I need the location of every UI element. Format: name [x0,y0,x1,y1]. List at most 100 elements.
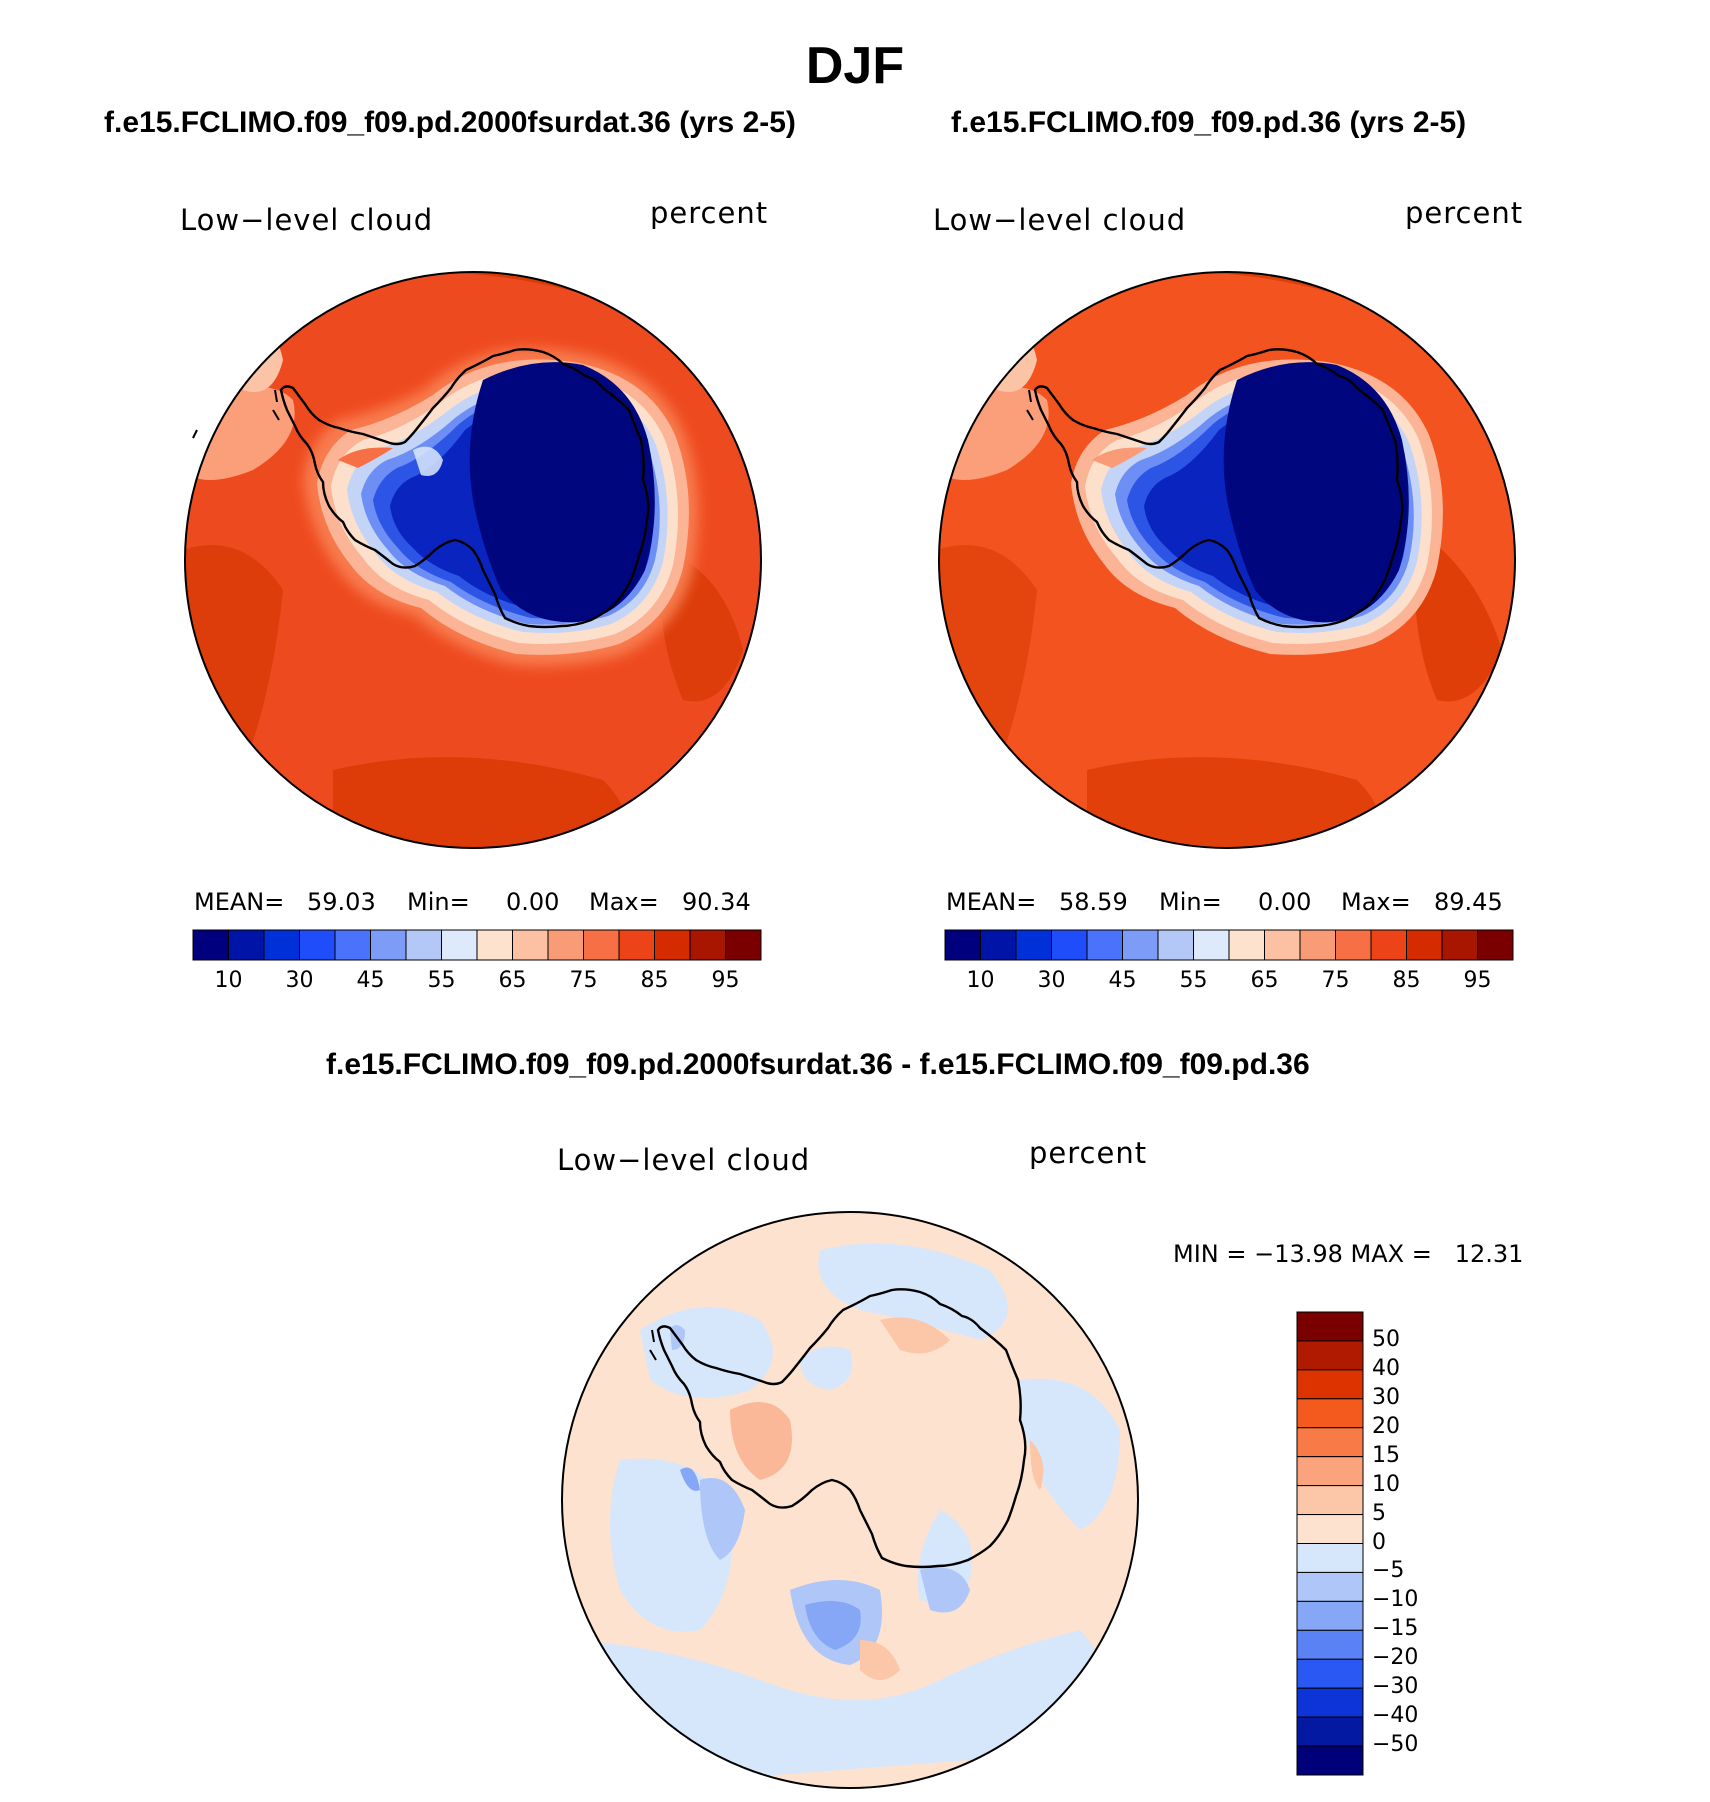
panel-2-colorbar-swatch [980,929,1017,961]
panel-1-colorbar-swatch [618,929,655,961]
panel-1-colorbar-swatch [512,929,549,961]
panel-2-colorbar-tick-label: 65 [1250,968,1279,993]
panel-1-variable-label: Low−level cloud [180,203,434,237]
diff-colorbar-swatch [1296,1716,1364,1747]
panel-1-colorbar-swatch [476,929,513,961]
diff-colorbar-tick-label: 0 [1372,1529,1386,1555]
panel-1-colorbar-swatch [725,929,762,961]
diff-colorbar-tick-label: −10 [1372,1587,1419,1613]
diff-colorbar-swatch [1296,1687,1364,1718]
diff-colorbar-tick-label: −50 [1372,1732,1419,1758]
panel-1-colorbar-tick-label: 85 [640,968,669,993]
panel-1-colorbar-tick-label: 75 [569,968,598,993]
panel-2-colorbar-tick-label: 55 [1179,968,1208,993]
diff-colorbar-swatch [1296,1311,1364,1342]
diff-colorbar [1296,1311,1364,1776]
panel-2-colorbar-tick-label: 45 [1108,968,1137,993]
diff-colorbar-swatch [1296,1427,1364,1458]
diff-colorbar-swatch [1296,1629,1364,1660]
panel-2-colorbar-swatch [1015,929,1052,961]
panel-1-colorbar-tick-label: 10 [214,968,243,993]
panel-1-colorbar-tick-label: 95 [711,968,740,993]
panel-2-colorbar [944,929,1514,961]
diff-units-label: percent [1029,1136,1148,1170]
diff-colorbar-swatch [1296,1340,1364,1371]
panel-1-mean-value: 59.03 [307,888,376,916]
panel-1-units-label: percent [650,196,769,230]
diff-colorbar-labels: 50 40 30 20 15 10 5 0 −5 −10 −15 −20 −30 −40 −50 [1372,1312,1452,1775]
panel-2-colorbar-swatch [1051,929,1088,961]
diff-colorbar-tick-label: −30 [1372,1674,1419,1700]
panel-2-map-field [939,272,1515,848]
panel-1-colorbar-swatch [583,929,620,961]
panel-2-variable-label: Low−level cloud [933,203,1187,237]
diff-colorbar-tick-label: −20 [1372,1645,1419,1671]
panel-1-colorbar [192,929,762,961]
diff-colorbar-tick-label: −40 [1372,1703,1419,1729]
diff-colorbar-tick-label: 50 [1372,1326,1400,1352]
panel-1-colorbar-swatch [547,929,584,961]
panel-2-colorbar-swatch [1370,929,1407,961]
panel-2-title: f.e15.FCLIMO.f09_f09.pd.36 (yrs 2-5) [951,106,1467,139]
panel-2-colorbar-tick-label: 10 [966,968,995,993]
panel-1-colorbar-swatch [263,929,300,961]
panel-1-colorbar-swatch [370,929,407,961]
panel-1-colorbar-tick-label: 45 [356,968,385,993]
panel-2-colorbar-swatch [1157,929,1194,961]
panel-1-colorbar-swatch [334,929,371,961]
panel-2-colorbar-swatch [1335,929,1372,961]
diff-colorbar-swatch [1296,1369,1364,1400]
panel-2-units-label: percent [1405,196,1524,230]
panel-2-colorbar-swatch [1086,929,1123,961]
diff-colorbar-swatch [1296,1485,1364,1516]
panel-2-colorbar-swatch [1122,929,1159,961]
diff-colorbar-swatch [1296,1745,1364,1776]
diff-min-max-text: MIN = −13.98 MAX = 12.31 [1173,1240,1524,1268]
panel-1-colorbar-swatch [441,929,478,961]
panel-1-colorbar-tick-label: 30 [285,968,314,993]
diff-colorbar-swatch [1296,1571,1364,1602]
diff-colorbar-tick-label: −5 [1372,1558,1405,1584]
diff-panel-title: f.e15.FCLIMO.f09_f09.pd.2000fsurdat.36 -… [326,1048,1310,1081]
panel-2-max-label: Max= [1341,888,1411,916]
diff-colorbar-swatch [1296,1398,1364,1429]
diff-colorbar-tick-label: 40 [1372,1355,1400,1381]
panel-1-colorbar-swatch [299,929,336,961]
panel-1-polar-map [184,271,762,849]
panel-1-map-field [185,272,761,848]
diff-colorbar-swatch [1296,1456,1364,1487]
panel-1-colorbar-swatch [689,929,726,961]
panel-1-max-label: Max= [589,888,659,916]
panel-2-min-label: Min= [1159,888,1222,916]
panel-2-mean-label: MEAN= [946,888,1037,916]
diff-colorbar-swatch [1296,1600,1364,1631]
panel-1-max-value: 90.34 [682,888,751,916]
panel-1-mean-label: MEAN= [194,888,285,916]
diff-colorbar-tick-label: 5 [1372,1500,1386,1526]
panel-1-min-label: Min= [407,888,470,916]
panel-2-min-value: 0.00 [1258,888,1312,916]
diff-colorbar-swatch [1296,1658,1364,1689]
diff-colorbar-tick-label: 20 [1372,1413,1400,1439]
panel-2-colorbar-swatch [1264,929,1301,961]
panel-1-colorbar-swatch [228,929,265,961]
panel-2-colorbar-tick-label: 30 [1037,968,1066,993]
panel-1-colorbar-labels: 10 30 45 55 65 75 85 95 [193,968,761,998]
panel-1-colorbar-swatch [654,929,691,961]
diff-colorbar-swatch [1296,1514,1364,1544]
panel-1-title: f.e15.FCLIMO.f09_f09.pd.2000fsurdat.36 (… [104,106,796,139]
panel-1-colorbar-tick-label: 65 [498,968,527,993]
diff-colorbar-swatch [1296,1543,1364,1573]
diff-variable-label: Low−level cloud [557,1143,811,1177]
diff-colorbar-tick-label: 15 [1372,1442,1400,1468]
diff-polar-map [561,1211,1139,1789]
panel-2-mean-value: 58.59 [1059,888,1128,916]
panel-1-colorbar-swatch [192,929,229,961]
panel-2-colorbar-swatch [1228,929,1265,961]
panel-1-colorbar-tick-label: 55 [427,968,456,993]
panel-2-colorbar-labels: 10 30 45 55 65 75 85 95 [945,968,1513,998]
panel-2-colorbar-tick-label: 75 [1321,968,1350,993]
panel-2-colorbar-swatch [1406,929,1443,961]
panel-1-colorbar-swatch [405,929,442,961]
diff-colorbar-tick-label: −15 [1372,1616,1419,1642]
